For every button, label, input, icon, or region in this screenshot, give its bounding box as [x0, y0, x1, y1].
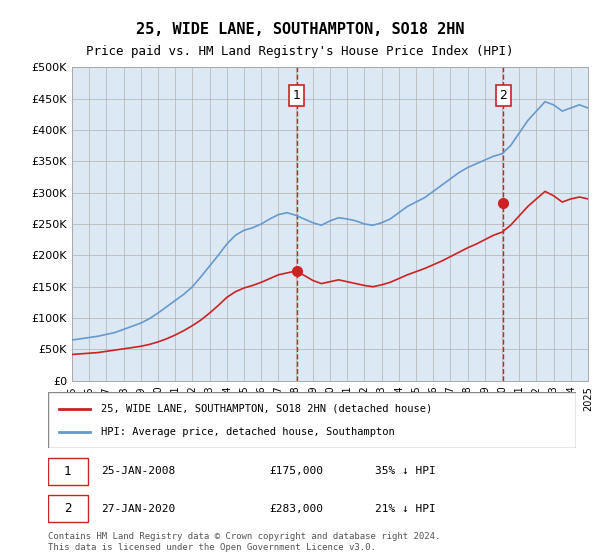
Text: £175,000: £175,000 — [270, 466, 324, 477]
Text: Contains HM Land Registry data © Crown copyright and database right 2024.
This d: Contains HM Land Registry data © Crown c… — [48, 532, 440, 552]
Text: 21% ↓ HPI: 21% ↓ HPI — [376, 504, 436, 514]
Text: 25-JAN-2008: 25-JAN-2008 — [101, 466, 175, 477]
Text: Price paid vs. HM Land Registry's House Price Index (HPI): Price paid vs. HM Land Registry's House … — [86, 45, 514, 58]
FancyBboxPatch shape — [48, 458, 88, 485]
Text: 1: 1 — [64, 465, 71, 478]
Text: 2: 2 — [499, 89, 507, 102]
FancyBboxPatch shape — [48, 496, 88, 522]
Text: £283,000: £283,000 — [270, 504, 324, 514]
FancyBboxPatch shape — [48, 392, 576, 448]
Text: HPI: Average price, detached house, Southampton: HPI: Average price, detached house, Sout… — [101, 427, 395, 437]
Text: 27-JAN-2020: 27-JAN-2020 — [101, 504, 175, 514]
Text: 2: 2 — [64, 502, 71, 515]
Text: 35% ↓ HPI: 35% ↓ HPI — [376, 466, 436, 477]
Text: 1: 1 — [293, 89, 301, 102]
Text: 25, WIDE LANE, SOUTHAMPTON, SO18 2HN: 25, WIDE LANE, SOUTHAMPTON, SO18 2HN — [136, 22, 464, 38]
Text: 25, WIDE LANE, SOUTHAMPTON, SO18 2HN (detached house): 25, WIDE LANE, SOUTHAMPTON, SO18 2HN (de… — [101, 404, 432, 414]
